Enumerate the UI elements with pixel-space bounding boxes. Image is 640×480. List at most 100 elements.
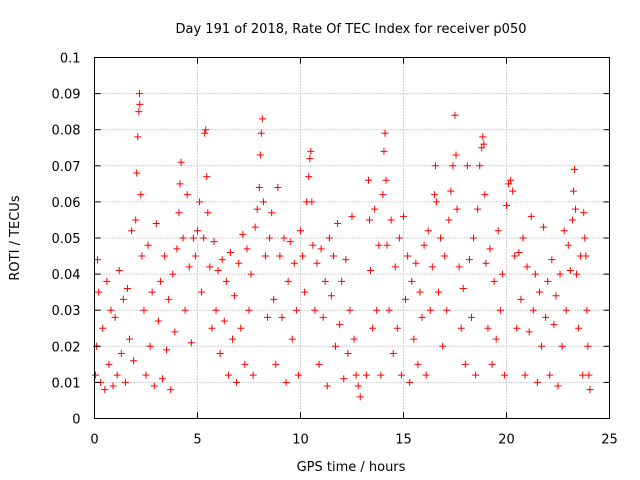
data-point [249,371,257,379]
data-point [191,252,199,260]
data-point [203,173,211,181]
data-point [486,245,494,253]
y-tick-label: 0.05 [52,232,81,247]
data-point [344,350,352,358]
data-point [582,252,590,260]
data-point [270,295,278,303]
data-point [478,144,486,152]
x-tick-label: 10 [292,433,309,448]
data-point [338,277,346,285]
data-point [140,306,148,314]
data-point [135,90,143,98]
data-point [554,382,562,390]
data-point [476,162,484,170]
data-point [212,306,220,314]
data-point [152,220,160,228]
data-point [251,223,259,231]
data-point [177,158,185,166]
data-point [406,378,414,386]
data-point [239,230,247,238]
data-point [463,162,471,170]
data-point [585,371,593,379]
data-point [137,191,145,199]
data-point [455,263,463,271]
data-point [220,317,228,325]
data-point [517,295,525,303]
data-point [443,306,451,314]
data-point [432,198,440,206]
data-point [290,259,298,267]
data-point [288,335,296,343]
data-point [519,234,527,242]
data-point [481,191,489,199]
data-point [194,227,201,235]
data-point [397,371,405,379]
data-point [148,288,156,296]
data-point [306,155,314,163]
data-point [294,371,302,379]
data-point [402,295,410,303]
data-point [334,220,342,228]
data-point [216,350,224,358]
grid-lines [94,57,610,419]
data-point [266,234,274,242]
data-point [315,360,323,368]
data-point [538,342,546,350]
data-point [414,360,422,368]
data-point [113,371,121,379]
data-point [424,227,432,235]
data-point [208,324,216,332]
data-point [307,147,315,155]
data-point [382,176,390,184]
data-point [261,252,269,260]
data-point [472,371,480,379]
data-point [278,313,286,321]
data-point [119,295,127,303]
data-point [354,382,362,390]
data-point [130,357,138,365]
y-tick-label: 0.01 [52,376,81,391]
data-point [144,241,152,249]
data-point [523,263,531,271]
data-point [441,252,449,260]
data-point [301,288,309,296]
data-point [461,360,469,368]
data-point [379,191,387,199]
data-point [134,133,142,141]
data-point [136,100,144,108]
data-point [395,234,403,242]
data-point [430,191,438,199]
data-point [332,342,340,350]
data-point [494,227,502,235]
data-point [500,371,508,379]
data-point [507,176,515,184]
data-point [564,241,572,249]
data-point [583,306,591,314]
data-point [371,205,379,213]
data-point [305,173,313,181]
data-point [154,317,162,325]
data-point [562,306,570,314]
data-point [235,259,243,267]
data-point [525,328,533,336]
data-point [449,162,457,170]
data-point [556,270,564,278]
y-tick-label: 0.1 [60,52,81,67]
data-point [171,328,179,336]
data-point [175,209,183,217]
data-point [560,227,568,235]
data-point [198,288,206,296]
data-point [511,252,519,260]
data-point [150,382,158,390]
data-point [231,292,239,300]
data-point [243,245,251,253]
data-point [245,306,253,314]
y-tick-label: 0.09 [52,88,81,103]
data-point [202,126,210,134]
data-point [422,371,430,379]
data-point [138,252,146,260]
data-point [321,277,329,285]
data-point [256,151,264,159]
data-point [527,212,535,220]
data-point [584,342,592,350]
